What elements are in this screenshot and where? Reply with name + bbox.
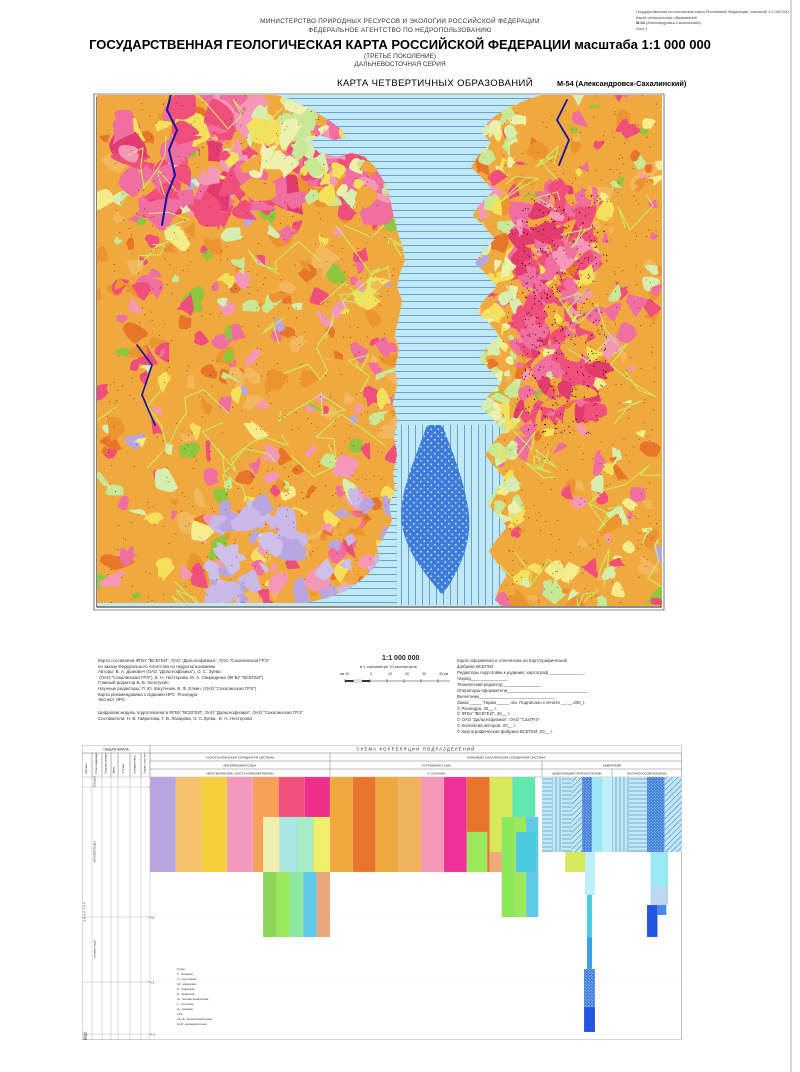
svg-text:ОСТРОВНАЯ СУША: ОСТРОВНАЯ СУША — [421, 763, 451, 767]
svg-text:40 км: 40 км — [439, 672, 449, 676]
svg-text:ПЛИОЦЕН: ПЛИОЦЕН — [86, 1031, 88, 1040]
svg-text:Толщи:: Толщи: — [177, 967, 186, 971]
svg-text:ЩЕЛЬЯ И ВПАДИНА ТАТАРСКОГО ПРО: ЩЕЛЬЯ И ВПАДИНА ТАТАРСКОГО ПРОЛИВА — [552, 772, 602, 775]
svg-text:СХЕМА КОРРЕЛЯЦИИ ПОДРАЗДЕЛЕНИЙ: СХЕМА КОРРЕЛЯЦИИ ПОДРАЗДЕЛЕНИЙ — [357, 746, 476, 751]
svg-text:ССК: ССК — [177, 1012, 183, 1016]
svg-text:Условные части: Условные части — [134, 754, 137, 773]
svg-text:lt - таторская;: lt - таторская; — [177, 972, 194, 976]
svg-text:ХОНКАЙДО-САХАЛИНСКАЯ СКЛАДЧАТА: ХОНКАЙДО-САХАЛИНСКАЯ СКЛАДЧАТАЯ СИСТЕМА — [467, 755, 546, 759]
svg-text:ps - песчано-алевритовая;: ps - песчано-алевритовая; — [177, 998, 209, 1001]
svg-text:m1y-dl - верхнечетвертичная;: m1y-dl - верхнечетвертичная; — [177, 1017, 213, 1021]
svg-text:НЕОПЛЕЙСТОЦЕН: НЕОПЛЕЙСТОЦЕН — [93, 841, 96, 863]
svg-text:tr - тунгусская;: tr - тунгусская; — [177, 1002, 195, 1006]
svg-text:ГОЛОЦЕН: ГОЛОЦЕН — [93, 776, 96, 788]
svg-text:Подотдел, раздел: Подотдел, раздел — [105, 752, 108, 773]
svg-text:Отдел, надраздел: Отдел, надраздел — [95, 752, 98, 773]
svg-text:О. САХАЛИН: О. САХАЛИН — [427, 771, 445, 775]
svg-text:АКВАТОРИЯ: АКВАТОРИЯ — [603, 763, 621, 767]
svg-text:Система: Система — [85, 763, 88, 774]
svg-text:ВОСТОЧНО-РОССИЙСКИЙ ШЕЛЬФ: ВОСТОЧНО-РОССИЙСКИЙ ШЕЛЬФ — [628, 772, 667, 775]
svg-text:ЭОПЛЕЙСТОЦЕН: ЭОПЛЕЙСТОЦЕН — [93, 939, 96, 958]
svg-text:md - мидонская;: md - мидонская; — [177, 982, 197, 986]
svg-text:МАТЕРИКОВАЯ СУША: МАТЕРИКОВАЯ СУША — [224, 763, 258, 767]
svg-text:ИЮРО-МАГИНСКИЙ, СИХОТЭ-АЛИНСКИ: ИЮРО-МАГИНСКИЙ, СИХОТЭ-АЛИНСКИЙ РАЙОНЫ — [206, 771, 274, 775]
svg-text:км 10: км 10 — [340, 672, 349, 676]
svg-text:20: 20 — [405, 672, 409, 676]
svg-text:ОБЩАЯ ШКАЛА: ОБЩАЯ ШКАЛА — [103, 747, 129, 751]
svg-text:сг - охрутуаская;: сг - охрутуаская; — [177, 978, 197, 981]
svg-text:bl - баженская;: bl - баженская; — [177, 992, 195, 996]
svg-text:Ступень: Ступень — [122, 763, 125, 773]
svg-text:br - боженская;: br - боженская; — [177, 987, 195, 991]
svg-text:30: 30 — [422, 672, 426, 676]
svg-text:Звено: Звено — [113, 766, 116, 774]
svg-text:Возраст, млн. лет: Возраст, млн. лет — [144, 753, 147, 774]
svg-text:prt-dl - нижнедеятельная: prt-dl - нижнедеятельная — [177, 1022, 207, 1026]
svg-text:0: 0 — [370, 672, 372, 676]
svg-text:4,М: 4,М — [151, 1035, 155, 1037]
svg-text:ok - окинская;: ok - окинская; — [177, 1007, 194, 1011]
svg-text:КВАРТЕР: КВАРТЕР — [82, 901, 86, 922]
svg-text:10: 10 — [388, 672, 392, 676]
svg-text:СИХОТЭ-АЛИНСКАЯ СКЛАДЧАТАЯ СИС: СИХОТЭ-АЛИНСКАЯ СКЛАДЧАТАЯ СИСТЕМА — [206, 755, 275, 759]
